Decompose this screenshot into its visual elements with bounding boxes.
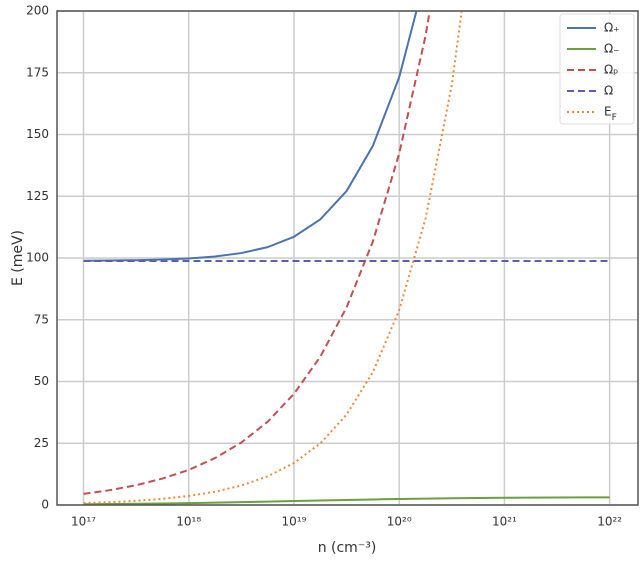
legend-label: Ω₊ [604, 21, 620, 35]
x-tick-label: 10¹⁷ [71, 515, 96, 529]
series-line [83, 11, 431, 495]
axes-frame [56, 10, 639, 506]
legend-box [559, 13, 635, 125]
legend-label: Ω [604, 84, 613, 98]
x-axis-label: n (cm⁻³) [318, 540, 377, 556]
series-line [83, 496, 610, 505]
y-tick-label: 175 [26, 65, 49, 79]
legend-label: Ω₋ [604, 42, 620, 56]
y-tick-label: 25 [34, 436, 49, 450]
plot-area [83, 11, 610, 505]
x-tick-label: 10²⁰ [387, 515, 412, 529]
y-tick-label: 150 [26, 127, 49, 141]
y-tick-label: 75 [34, 312, 49, 326]
series-line [83, 11, 418, 262]
legend-label: Ωₚ [604, 63, 618, 77]
x-tick-label: 10¹⁹ [282, 515, 307, 529]
y-tick-label: 50 [34, 374, 49, 388]
x-tick-label: 10²¹ [492, 515, 517, 529]
y-axis-label: E (meV) [10, 230, 26, 286]
y-tick-label: 100 [26, 251, 49, 265]
x-tick-label: 10²² [597, 515, 622, 529]
y-tick-label: 0 [41, 498, 49, 512]
grid [57, 10, 638, 506]
y-tick-label: 125 [26, 189, 49, 203]
x-tick-label: 10¹⁸ [176, 515, 201, 529]
y-tick-label: 200 [26, 4, 49, 18]
